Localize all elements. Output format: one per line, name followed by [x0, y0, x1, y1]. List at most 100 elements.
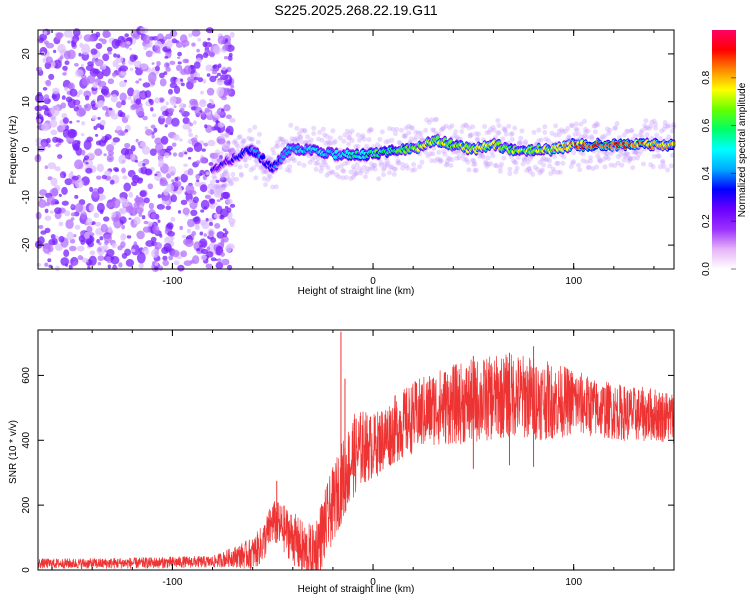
- spectrogram-halo-cell: [408, 136, 414, 142]
- colorbar: 0.0 0.2 0.4 0.6 0.8 Normalized spectral ampl…: [701, 30, 748, 276]
- spectrogram-halo-cell: [577, 167, 583, 173]
- spectrogram-halo-cell: [551, 153, 557, 159]
- spectrogram-noise-cell: [67, 40, 71, 44]
- spectrogram-halo-cell: [384, 158, 390, 164]
- spectrogram-noise-cell: [95, 140, 102, 146]
- spectrogram-noise-cell: [192, 217, 200, 223]
- spectrogram-halo-cell: [495, 118, 501, 123]
- spectrogram-noise-cell: [192, 196, 199, 204]
- spectrogram-halo-cell: [653, 125, 658, 131]
- spectrogram-halo-cell: [313, 166, 319, 172]
- spectrogram-halo-cell: [253, 157, 259, 163]
- spectrogram-halo-cell: [513, 160, 519, 166]
- spectrogram-halo-cell: [402, 134, 408, 139]
- spectrogram-noise-cell: [110, 256, 120, 265]
- spectrogram-halo-cell: [483, 159, 489, 165]
- spectrogram-halo-cell: [473, 131, 479, 137]
- spectrogram-halo-cell: [366, 137, 372, 143]
- spectrogram-noise-cell: [111, 198, 121, 209]
- spectrogram-noise-cell: [178, 103, 187, 109]
- colorbar-tick-label: 0.6: [701, 118, 712, 132]
- spectrogram-noise-cell: [75, 203, 84, 213]
- spectrogram-halo-cell: [243, 153, 249, 159]
- spectrogram-noise-cell: [58, 138, 64, 143]
- spectrogram-noise-cell: [126, 114, 130, 119]
- spectrogram-halo-cell: [521, 157, 527, 163]
- spectrogram-noise-cell: [186, 147, 194, 153]
- spectrogram-noise-cell: [187, 218, 195, 228]
- spectrogram-halo-cell: [377, 136, 383, 142]
- spectrogram-halo-cell: [641, 161, 646, 167]
- spectrogram-noise-cell: [55, 143, 60, 147]
- spectrogram-noise-cell: [207, 183, 214, 190]
- spectrogram-noise-cell: [80, 63, 85, 68]
- spectrogram-halo-cell: [666, 123, 672, 129]
- spectrogram-noise-cell: [215, 179, 220, 184]
- spectrogram-halo-cell: [631, 149, 637, 155]
- spectrogram-halo-cell: [234, 176, 240, 182]
- spectrogram-halo-cell: [288, 155, 294, 161]
- spectrogram-noise-cell: [61, 95, 66, 100]
- spectrogram-halo-cell: [336, 174, 342, 180]
- spectrogram-halo-cell: [238, 173, 244, 178]
- spectrogram-noise-cell: [36, 262, 42, 267]
- spectrogram-halo-cell: [378, 162, 384, 168]
- spectrogram-halo-cell: [290, 156, 296, 162]
- spectrogram-noise-cell: [168, 114, 172, 117]
- spectrogram-noise-cell: [164, 62, 170, 69]
- spectrogram-halo-cell: [489, 150, 495, 155]
- spectrogram-noise-cell: [44, 208, 49, 214]
- spectrogram-halo-cell: [606, 156, 612, 161]
- spectrogram-halo-cell: [543, 136, 549, 142]
- spectrogram-noise-cell: [119, 65, 128, 72]
- colorbar-tick-label: 0.4: [701, 166, 712, 180]
- spectrogram-noise-cell: [143, 34, 151, 45]
- spectrogram-halo-cell: [460, 152, 466, 158]
- spectrogram-halo-cell: [541, 155, 547, 161]
- spectrogram-halo-cell: [462, 122, 468, 128]
- spectrogram-halo-cell: [340, 175, 346, 181]
- spectrogram-halo-cell: [507, 166, 513, 172]
- spectrogram-halo-cell: [277, 136, 283, 142]
- spectrogram-halo-cell: [219, 173, 225, 179]
- spectrogram-noise-cell: [184, 151, 188, 155]
- spectrogram-noise-cell: [139, 141, 147, 148]
- spectrogram-halo-cell: [235, 144, 241, 149]
- spectrogram-halo-cell: [216, 183, 222, 189]
- spectrogram-halo-cell: [344, 160, 350, 166]
- spectrogram-noise-cell: [35, 211, 42, 220]
- spectrogram-cells: [34, 26, 677, 273]
- spectrogram-halo-cell: [294, 136, 300, 142]
- spectrogram-noise-cell: [106, 249, 115, 257]
- spectrogram-noise-cell: [171, 142, 177, 147]
- spectrogram-halo-cell: [536, 127, 542, 133]
- snr-ylabel: SNR (10 * v/v): [8, 420, 19, 484]
- spectrogram-halo-cell: [584, 134, 590, 140]
- spectrogram-halo-cell: [580, 158, 586, 164]
- spectrogram-noise-cell: [152, 113, 157, 118]
- spectrogram-noise-cell: [221, 258, 230, 266]
- spectrogram-noise-cell: [34, 93, 44, 103]
- spectrogram-halo-cell: [224, 133, 230, 139]
- spectrogram-halo-cell: [618, 152, 624, 158]
- spectrogram-halo-cell: [661, 126, 667, 132]
- spectrogram-noise-cell: [142, 226, 151, 233]
- spectrogram-halo-cell: [220, 139, 226, 145]
- spectrogram-noise-cell: [191, 231, 197, 236]
- spectrogram-noise-cell: [133, 241, 138, 247]
- spectrogram-noise-cell: [119, 92, 127, 102]
- spectrogram-halo-cell: [287, 164, 293, 170]
- spectrogram-halo-cell: [507, 171, 513, 177]
- snr-xtick-label: -100: [162, 577, 182, 588]
- spectrogram-noise-cell: [97, 186, 104, 194]
- spectrogram-noise-cell: [194, 134, 199, 139]
- spectrogram-halo-cell: [350, 174, 356, 180]
- spectrogram-noise-cell: [98, 38, 104, 42]
- spectrogram-noise-cell: [135, 98, 142, 105]
- spectrogram-noise-cell: [196, 223, 200, 228]
- spectrogram-halo-cell: [391, 166, 397, 172]
- spectrogram-noise-cell: [54, 166, 61, 172]
- spectrogram-ytick-label: -20: [21, 237, 32, 252]
- spectrogram-noise-cell: [204, 124, 208, 129]
